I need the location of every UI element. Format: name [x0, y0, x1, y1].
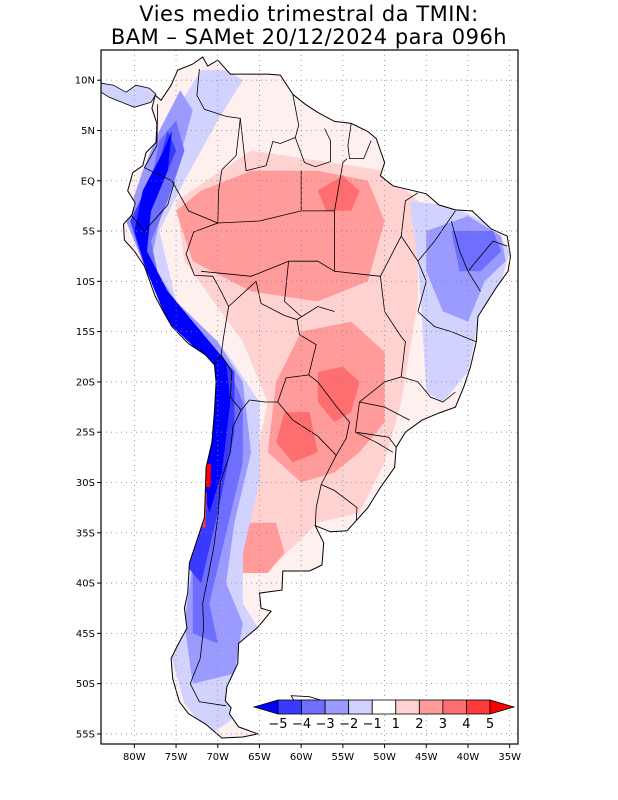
colorbar-label: −4: [292, 717, 311, 732]
border-line: [467, 240, 508, 272]
border-line: [201, 260, 289, 277]
colorbar-swatch: [301, 699, 326, 715]
colorbar-label: 5: [486, 717, 494, 732]
colorbar-label: −2: [339, 717, 358, 732]
colorbar: −5 −4 −3 −2 −1 1 2 3 4 5: [252, 699, 516, 732]
coastline: [122, 56, 512, 739]
border-line: [400, 235, 427, 312]
lon-tick-label: 55W: [332, 752, 355, 763]
latitude-axis: 10N 5N EQ 5S 10S 15S 20S 25S 30S 35S 40S 45S 50S 55S: [75, 76, 101, 740]
lat-tick-label: 45S: [76, 629, 95, 640]
lat-tick-label: 5S: [82, 227, 95, 238]
lon-tick-label: 35W: [498, 752, 521, 763]
colorbar-swatch: [324, 699, 350, 715]
bias-region: [242, 522, 285, 573]
lat-tick-label: EQ: [81, 176, 95, 187]
lon-tick-label: 50W: [373, 752, 396, 763]
border-line: [314, 484, 322, 526]
colorbar-swatch: [395, 699, 420, 715]
border-line: [417, 210, 456, 262]
lat-tick-label: 25S: [76, 428, 95, 439]
bias-region: [317, 175, 360, 211]
border-line: [185, 222, 230, 366]
lat-tick-label: 55S: [76, 729, 95, 740]
colorbar-label: −1: [363, 717, 382, 732]
lon-tick-label: 80W: [123, 752, 146, 763]
border-line: [143, 69, 241, 224]
border-line: [296, 306, 335, 320]
lat-tick-label: 15S: [76, 327, 95, 338]
border-line: [401, 376, 456, 403]
map-title-line2: BAM – SAMet 20/12/2024 para 096h: [110, 25, 508, 49]
border-line: [334, 158, 348, 211]
lon-tick-label: 40W: [457, 752, 480, 763]
border-line: [355, 431, 397, 448]
lat-tick-label: 20S: [76, 377, 95, 388]
border-line: [217, 210, 406, 453]
graticule: [101, 50, 518, 744]
map-frame: [100, 49, 519, 745]
border-line: [189, 409, 242, 707]
lon-tick-label: 75W: [165, 752, 188, 763]
colorbar-arrow-high: [489, 699, 516, 715]
lat-tick-label: 30S: [76, 478, 95, 489]
bias-region: [276, 412, 318, 463]
colorbar-swatch: [371, 699, 397, 715]
border-line: [320, 455, 358, 521]
border-line: [239, 118, 296, 172]
lat-tick-label: 40S: [76, 579, 95, 590]
lon-tick-label: 70W: [206, 752, 229, 763]
colorbar-label: 3: [439, 717, 447, 732]
lon-tick-label: 65W: [248, 752, 271, 763]
border-line: [450, 220, 481, 292]
colorbar-label: −3: [316, 717, 335, 732]
colorbar-label: 2: [415, 717, 423, 732]
colorbar-swatch: [348, 699, 373, 715]
colorbar-swatch: [418, 699, 444, 715]
lat-tick-label: 5N: [81, 126, 95, 137]
border-line: [359, 401, 410, 421]
colorbar-swatch: [277, 699, 302, 715]
border-line: [380, 192, 419, 277]
border-line: [292, 94, 331, 168]
longitude-axis: 80W 75W 70W 65W 60W 55W 50W 45W 40W 35W: [123, 744, 521, 763]
lat-tick-label: 35S: [76, 528, 95, 539]
lon-tick-label: 60W: [290, 752, 313, 763]
bias-region: [126, 70, 268, 734]
central-america-land: [101, 82, 157, 108]
border-line: [347, 123, 372, 159]
colorbar-label: −5: [268, 717, 287, 732]
bias-region: [317, 366, 360, 423]
lat-tick-label: 10S: [76, 277, 95, 288]
colorbar-swatch: [442, 699, 467, 715]
lon-tick-label: 45W: [415, 752, 438, 763]
colorbar-label: 1: [392, 717, 400, 732]
map-title-line1: Vies medio trimestral da TMIN:: [139, 2, 479, 26]
border-line: [130, 181, 175, 232]
lat-tick-label: 50S: [76, 679, 95, 690]
border-line: [220, 280, 317, 411]
colorbar-label: 4: [462, 717, 470, 732]
colorbar-arrow-low: [252, 699, 279, 715]
lat-tick-label: 10N: [75, 76, 95, 87]
colorbar-swatch: [466, 699, 491, 715]
